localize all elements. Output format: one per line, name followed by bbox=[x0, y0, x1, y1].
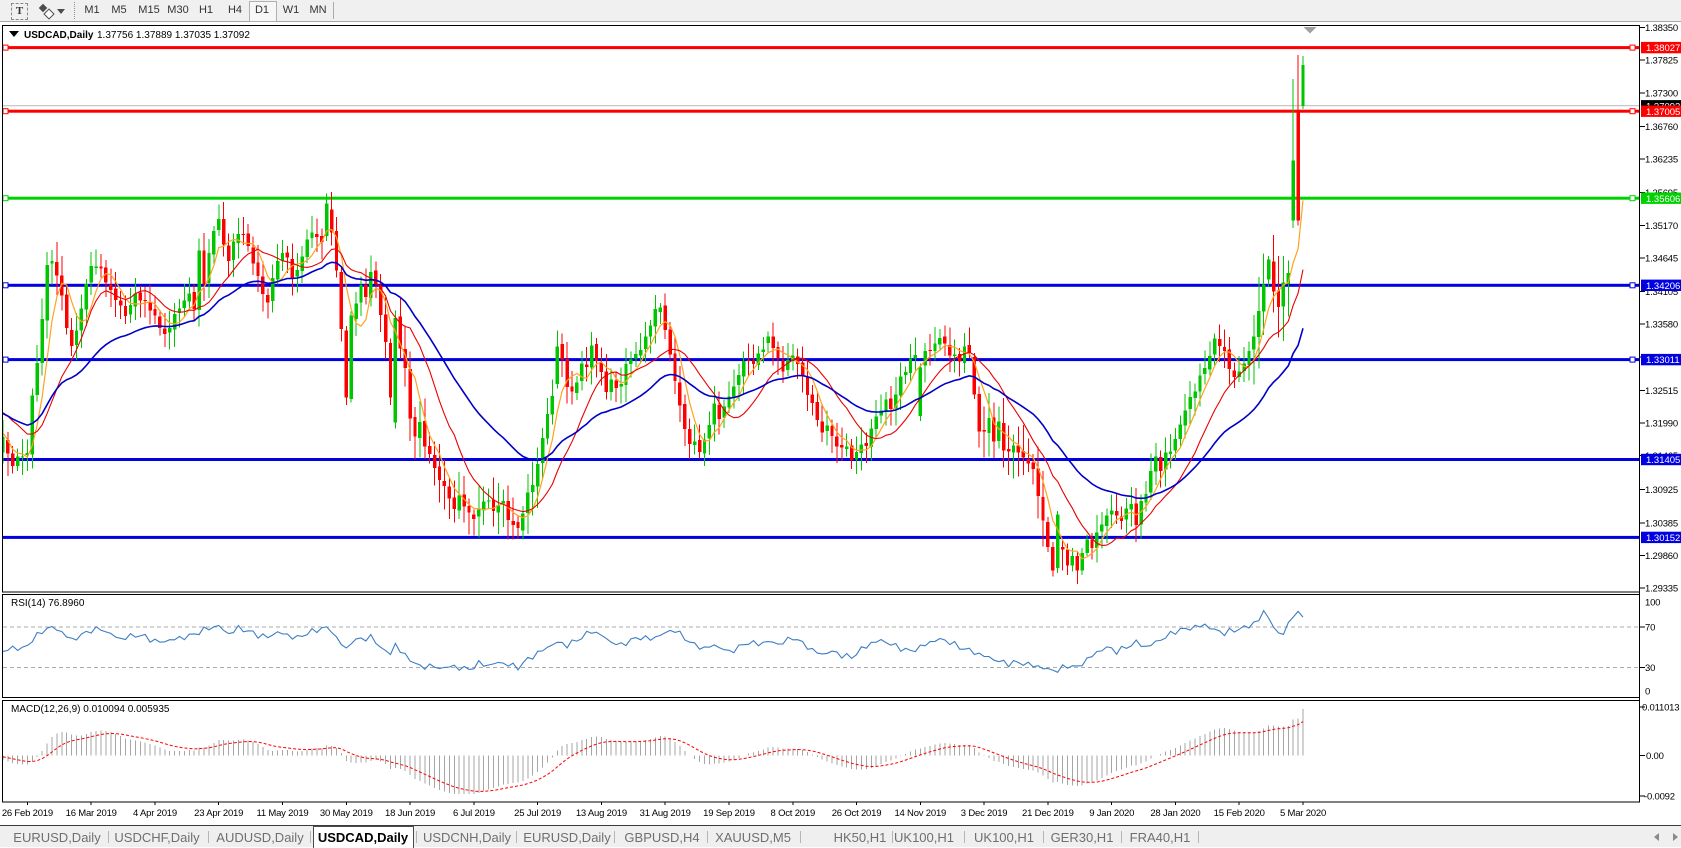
svg-text:1.37300: 1.37300 bbox=[1645, 88, 1678, 99]
svg-text:1.35606: 1.35606 bbox=[1646, 194, 1680, 205]
svg-text:70: 70 bbox=[1645, 623, 1655, 634]
svg-text:21 Dec 2019: 21 Dec 2019 bbox=[1022, 808, 1074, 819]
svg-text:1.36235: 1.36235 bbox=[1645, 155, 1678, 166]
svg-text:1.29860: 1.29860 bbox=[1645, 551, 1678, 562]
svg-text:1.37825: 1.37825 bbox=[1645, 56, 1678, 67]
svg-text:0: 0 bbox=[1645, 687, 1650, 698]
svg-text:8 Oct 2019: 8 Oct 2019 bbox=[771, 808, 815, 819]
svg-text:1.30152: 1.30152 bbox=[1646, 533, 1680, 544]
svg-text:100: 100 bbox=[1645, 598, 1660, 609]
svg-text:30: 30 bbox=[1645, 663, 1655, 674]
svg-text:5 Mar 2020: 5 Mar 2020 bbox=[1280, 808, 1326, 819]
svg-text:USDCAD,Daily: USDCAD,Daily bbox=[24, 30, 94, 41]
svg-text:0.00: 0.00 bbox=[1646, 751, 1664, 762]
svg-text:1.29335: 1.29335 bbox=[1645, 584, 1678, 595]
svg-text:1.38350: 1.38350 bbox=[1645, 23, 1678, 34]
svg-text:1.33011: 1.33011 bbox=[1646, 355, 1680, 366]
svg-text:19 Sep 2019: 19 Sep 2019 bbox=[703, 808, 755, 819]
svg-text:4 Apr 2019: 4 Apr 2019 bbox=[133, 808, 177, 819]
svg-text:26 Feb 2019: 26 Feb 2019 bbox=[2, 808, 53, 819]
svg-text:RSI(14) 76.8960: RSI(14) 76.8960 bbox=[11, 598, 85, 609]
svg-text:14 Nov 2019: 14 Nov 2019 bbox=[894, 808, 946, 819]
svg-text:9 Jan 2020: 9 Jan 2020 bbox=[1089, 808, 1134, 819]
svg-text:-0.0092: -0.0092 bbox=[1644, 792, 1675, 803]
svg-text:1.32515: 1.32515 bbox=[1645, 386, 1678, 397]
svg-text:31 Aug 2019: 31 Aug 2019 bbox=[640, 808, 691, 819]
svg-text:1.34645: 1.34645 bbox=[1645, 253, 1678, 264]
svg-text:13 Aug 2019: 13 Aug 2019 bbox=[576, 808, 627, 819]
svg-text:1.31990: 1.31990 bbox=[1645, 419, 1678, 430]
svg-text:28 Jan 2020: 28 Jan 2020 bbox=[1150, 808, 1200, 819]
svg-text:30 May 2019: 30 May 2019 bbox=[320, 808, 373, 819]
svg-text:26 Oct 2019: 26 Oct 2019 bbox=[832, 808, 882, 819]
svg-text:1.37005: 1.37005 bbox=[1646, 107, 1680, 118]
svg-text:25 Jul 2019: 25 Jul 2019 bbox=[514, 808, 561, 819]
svg-text:1.34206: 1.34206 bbox=[1646, 281, 1680, 292]
svg-text:1.30385: 1.30385 bbox=[1645, 518, 1678, 529]
svg-text:1.30925: 1.30925 bbox=[1645, 485, 1678, 496]
svg-text:23 Apr 2019: 23 Apr 2019 bbox=[194, 808, 243, 819]
svg-text:6 Jul 2019: 6 Jul 2019 bbox=[453, 808, 495, 819]
svg-text:1.33580: 1.33580 bbox=[1645, 320, 1678, 331]
svg-text:15 Feb 2020: 15 Feb 2020 bbox=[1214, 808, 1265, 819]
svg-text:MACD(12,26,9) 0.010094 0.00593: MACD(12,26,9) 0.010094 0.005935 bbox=[11, 704, 170, 715]
svg-text:3 Dec 2019: 3 Dec 2019 bbox=[961, 808, 1008, 819]
svg-text:1.31405: 1.31405 bbox=[1646, 455, 1680, 466]
svg-text:1.38027: 1.38027 bbox=[1646, 43, 1680, 54]
svg-text:18 Jun 2019: 18 Jun 2019 bbox=[385, 808, 435, 819]
svg-text:16 Mar 2019: 16 Mar 2019 bbox=[66, 808, 117, 819]
svg-text:0.011013: 0.011013 bbox=[1642, 703, 1679, 714]
svg-text:1.34105: 1.34105 bbox=[1645, 287, 1678, 298]
svg-text:1.35170: 1.35170 bbox=[1645, 221, 1678, 232]
svg-text:1.37756 1.37889 1.37035 1.3709: 1.37756 1.37889 1.37035 1.37092 bbox=[97, 30, 250, 41]
svg-text:1.36760: 1.36760 bbox=[1645, 122, 1678, 133]
svg-text:11 May 2019: 11 May 2019 bbox=[256, 808, 308, 819]
